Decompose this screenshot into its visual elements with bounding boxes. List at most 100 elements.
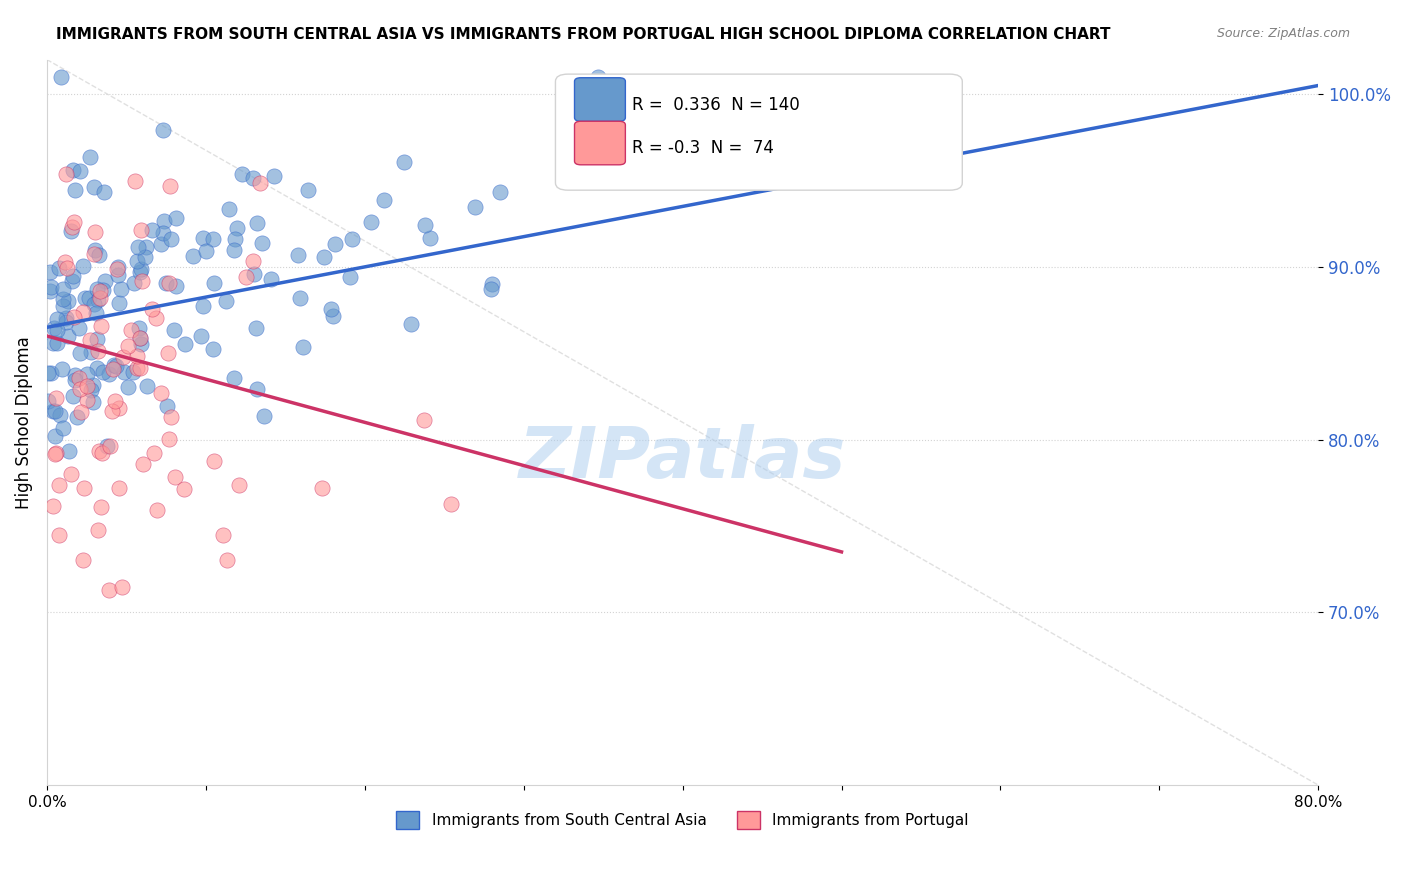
Immigrants from South Central Asia <box>94 274 117 288</box>
Immigrants from South Central Asia <box>80 384 103 398</box>
Immigrants from South Central Asia <box>42 335 65 350</box>
Immigrants from South Central Asia <box>44 429 66 443</box>
Immigrants from South Central Asia <box>224 232 246 246</box>
Immigrants from Portugal <box>89 291 111 305</box>
Immigrants from Portugal <box>79 334 101 348</box>
Immigrants from South Central Asia <box>134 250 156 264</box>
Immigrants from South Central Asia <box>191 299 214 313</box>
Immigrants from Portugal <box>124 174 146 188</box>
Immigrants from South Central Asia <box>152 122 174 136</box>
Immigrants from South Central Asia <box>128 320 150 334</box>
Immigrants from South Central Asia <box>82 394 104 409</box>
Immigrants from South Central Asia <box>86 332 108 346</box>
Immigrants from South Central Asia <box>63 373 86 387</box>
Immigrants from South Central Asia <box>340 232 363 246</box>
Immigrants from South Central Asia <box>41 366 63 380</box>
Immigrants from Portugal <box>242 254 264 268</box>
Immigrants from South Central Asia <box>46 312 69 326</box>
Immigrants from South Central Asia <box>83 243 105 257</box>
Immigrants from South Central Asia <box>107 260 129 274</box>
Immigrants from South Central Asia <box>165 211 187 226</box>
Immigrants from Portugal <box>73 481 96 495</box>
Immigrants from South Central Asia <box>297 183 319 197</box>
Immigrants from South Central Asia <box>63 183 86 197</box>
Immigrants from South Central Asia <box>243 267 266 281</box>
Immigrants from Portugal <box>101 403 124 417</box>
Immigrants from South Central Asia <box>479 282 502 296</box>
Immigrants from South Central Asia <box>103 358 125 372</box>
Immigrants from South Central Asia <box>129 265 152 279</box>
Text: R = -0.3  N =  74: R = -0.3 N = 74 <box>631 139 773 157</box>
FancyBboxPatch shape <box>555 74 962 190</box>
Immigrants from Portugal <box>63 215 86 229</box>
Immigrants from Portugal <box>90 318 112 333</box>
Immigrants from South Central Asia <box>190 328 212 343</box>
Immigrants from South Central Asia <box>128 331 150 345</box>
Immigrants from South Central Asia <box>141 222 163 236</box>
Immigrants from South Central Asia <box>60 274 83 288</box>
Immigrants from South Central Asia <box>322 309 344 323</box>
Immigrants from Portugal <box>60 467 83 481</box>
Immigrants from South Central Asia <box>165 279 187 293</box>
Immigrants from South Central Asia <box>67 320 90 334</box>
Immigrants from Portugal <box>60 220 83 235</box>
Immigrants from South Central Asia <box>59 224 82 238</box>
Immigrants from Portugal <box>87 523 110 537</box>
Immigrants from South Central Asia <box>69 346 91 360</box>
Immigrants from South Central Asia <box>44 404 66 418</box>
Immigrants from South Central Asia <box>83 297 105 311</box>
Immigrants from South Central Asia <box>87 293 110 308</box>
Immigrants from South Central Asia <box>58 444 80 458</box>
Immigrants from South Central Asia <box>224 371 246 385</box>
Immigrants from South Central Asia <box>44 321 66 335</box>
FancyBboxPatch shape <box>575 78 626 121</box>
Immigrants from Portugal <box>48 528 70 542</box>
Immigrants from Portugal <box>72 304 94 318</box>
Immigrants from South Central Asia <box>156 399 179 413</box>
Immigrants from South Central Asia <box>52 299 75 313</box>
Immigrants from Portugal <box>56 261 79 276</box>
Immigrants from South Central Asia <box>55 315 77 329</box>
Immigrants from Portugal <box>89 284 111 298</box>
Immigrants from Portugal <box>132 457 155 471</box>
Immigrants from South Central Asia <box>37 366 59 380</box>
Immigrants from South Central Asia <box>39 284 62 298</box>
Immigrants from South Central Asia <box>51 421 73 435</box>
Immigrants from Portugal <box>48 477 70 491</box>
Immigrants from South Central Asia <box>194 244 217 258</box>
Immigrants from Portugal <box>90 446 112 460</box>
Immigrants from South Central Asia <box>252 409 274 423</box>
Immigrants from Portugal <box>311 481 333 495</box>
Immigrants from South Central Asia <box>260 272 283 286</box>
Immigrants from South Central Asia <box>319 302 342 317</box>
Immigrants from South Central Asia <box>339 270 361 285</box>
Immigrants from South Central Asia <box>127 240 149 254</box>
Immigrants from Portugal <box>103 361 125 376</box>
Immigrants from Portugal <box>72 553 94 567</box>
Immigrants from South Central Asia <box>481 277 503 292</box>
Immigrants from South Central Asia <box>231 167 253 181</box>
Immigrants from South Central Asia <box>250 235 273 250</box>
Immigrants from Portugal <box>131 274 153 288</box>
Immigrants from South Central Asia <box>45 323 67 337</box>
Immigrants from Portugal <box>129 223 152 237</box>
Immigrants from Portugal <box>149 386 172 401</box>
Immigrants from South Central Asia <box>73 291 96 305</box>
Immigrants from South Central Asia <box>86 360 108 375</box>
Immigrants from Portugal <box>105 262 128 277</box>
Immigrants from South Central Asia <box>183 249 205 263</box>
Immigrants from Portugal <box>112 350 135 364</box>
Immigrants from Portugal <box>98 582 121 597</box>
Immigrants from South Central Asia <box>152 213 174 227</box>
Immigrants from Portugal <box>44 448 66 462</box>
Immigrants from Portugal <box>108 401 131 415</box>
Immigrants from South Central Asia <box>127 253 149 268</box>
Immigrants from South Central Asia <box>135 239 157 253</box>
Immigrants from Portugal <box>55 167 77 181</box>
Immigrants from South Central Asia <box>48 260 70 275</box>
Immigrants from Portugal <box>202 454 225 468</box>
Immigrants from South Central Asia <box>399 317 422 331</box>
Immigrants from South Central Asia <box>202 342 225 356</box>
Immigrants from South Central Asia <box>91 366 114 380</box>
Immigrants from South Central Asia <box>96 439 118 453</box>
